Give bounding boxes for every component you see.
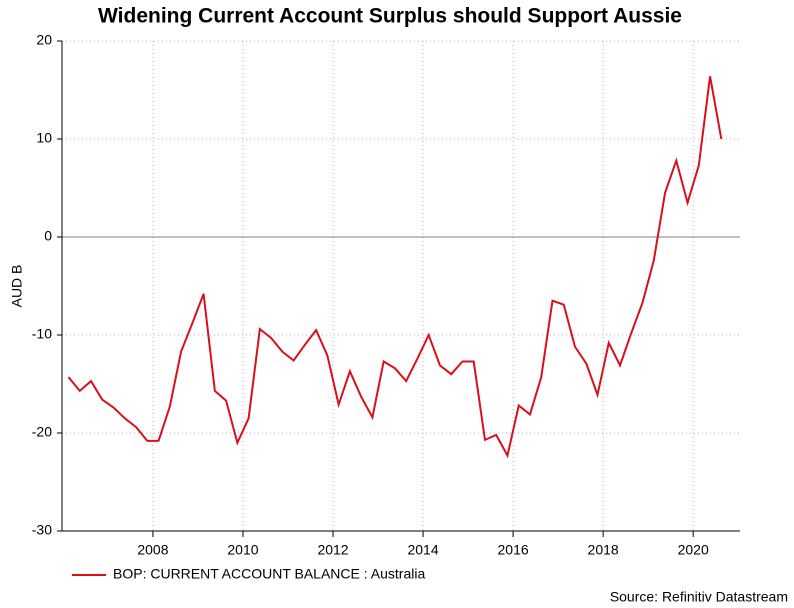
x-tick-label: 2020 [678,542,709,558]
x-tick-label: 2018 [588,542,619,558]
y-tick-label: 10 [36,130,52,146]
y-tick-label: -30 [32,522,52,538]
source-note: Source: Refinitiv Datastream [610,589,788,605]
y-tick-label: 0 [44,228,52,244]
y-axis-label: AUD B [9,265,25,308]
y-tick-label: 20 [36,32,52,48]
data-line [67,76,723,459]
legend-label: BOP: CURRENT ACCOUNT BALANCE : Australia [113,566,425,582]
chart-title: Widening Current Account Surplus should … [98,5,682,28]
x-tick-label: 2010 [227,542,258,558]
x-tick-label: 2014 [407,542,438,558]
x-tick-label: 2016 [498,542,529,558]
y-tick-label: -20 [32,424,52,440]
x-tick-label: 2008 [137,542,168,558]
x-tick-label: 2012 [317,542,348,558]
y-tick-label: -10 [32,326,52,342]
